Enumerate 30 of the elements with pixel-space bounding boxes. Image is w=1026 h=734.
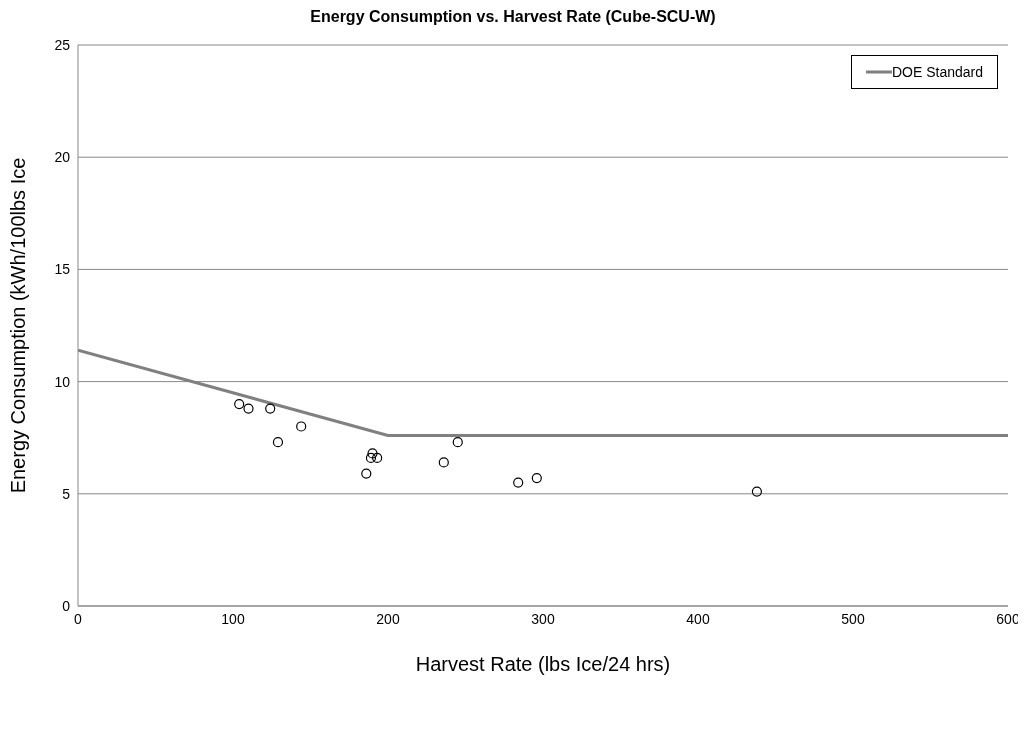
x-tick-label: 500 (841, 610, 865, 627)
point (234, 398, 245, 410)
point (365, 452, 377, 463)
point (438, 457, 449, 468)
x-tick-label: 200 (376, 610, 400, 627)
point (531, 472, 542, 484)
y-tick-label: 5 (62, 485, 71, 502)
chart-title: Energy Consumption vs. Harvest Rate (Cube-SCU-W) (309, 8, 717, 27)
x-tick-label: 400 (686, 610, 710, 627)
y-tick-label: 15 (54, 261, 71, 278)
x-tick-label: 0 (74, 610, 83, 627)
point (265, 403, 276, 414)
x-tick-label: 300 (531, 610, 555, 627)
y-tick-label: 25 (54, 36, 71, 53)
x-axis-title: Harvest Rate (lbs Ice/24 hrs) (415, 653, 671, 675)
point (372, 452, 383, 463)
point (272, 437, 284, 448)
point (513, 477, 524, 488)
x-tick-label: 100 (221, 610, 245, 627)
point (452, 437, 463, 448)
point (361, 468, 372, 479)
point (296, 421, 307, 432)
point (367, 448, 378, 459)
y-tick-label: 10 (54, 373, 71, 390)
point (243, 403, 254, 414)
y-tick-label: 0 (62, 597, 71, 614)
point (751, 486, 762, 497)
y-axis-title: Energy Consumption (kWh/100lbs Ice (7, 157, 30, 494)
legend-label: DOE Standard (891, 64, 983, 80)
y-tick-label: 20 (54, 149, 71, 166)
